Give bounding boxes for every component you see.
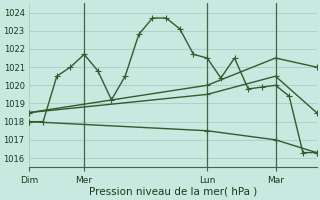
X-axis label: Pression niveau de la mer( hPa ): Pression niveau de la mer( hPa ) — [89, 187, 257, 197]
